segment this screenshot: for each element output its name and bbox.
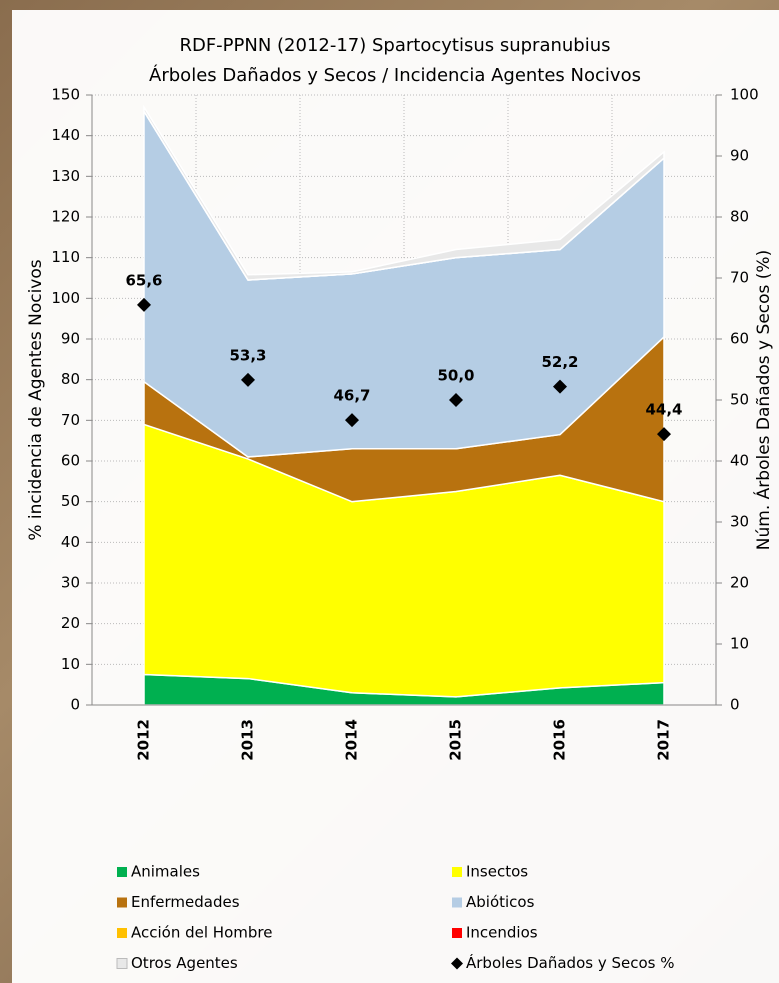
x-tick-label: 2013 [239,719,257,761]
data-label: 52,2 [541,353,578,371]
y2-tick-label: 80 [730,208,749,226]
legend-label: Insectos [466,863,528,881]
y2-tick-label: 90 [730,147,749,165]
y-tick-label: 110 [51,248,80,266]
y-tick-label: 40 [61,533,80,551]
chart-subtitle: Árboles Dañados y Secos / Incidencia Age… [149,64,641,86]
legend-swatch [117,928,127,938]
data-label: 65,6 [125,271,162,289]
marker [553,379,567,394]
y-tick-label: 30 [61,574,80,592]
y2-tick-label: 10 [730,635,749,653]
y-tick-label: 140 [51,126,80,144]
x-tick-label: 2017 [655,719,673,761]
y2-tick-label: 60 [730,330,749,348]
y-tick-label: 10 [61,655,80,673]
y2-tick-label: 50 [730,391,749,409]
legend-label: Árboles Dañados y Secos % [466,953,674,972]
y-tick-label: 120 [51,208,80,226]
y2-tick-label: 100 [730,86,759,104]
x-tick-label: 2012 [135,719,153,761]
y-tick-label: 150 [51,86,80,104]
legend-label: Incendios [466,924,538,942]
y-tick-label: 70 [61,411,80,429]
legend-label: Abióticos [466,893,535,911]
x-tick-label: 2014 [343,719,361,761]
data-label: 44,4 [645,401,682,419]
legend-swatch [452,867,462,877]
y2-tick-label: 0 [730,696,740,714]
data-label: 50,0 [437,367,474,385]
y2-tick-label: 30 [730,513,749,531]
y-tick-label: 50 [61,492,80,510]
y-tick-label: 130 [51,167,80,185]
y-tick-label: 90 [61,330,80,348]
y-tick-label: 80 [61,370,80,388]
x-tick-label: 2015 [447,719,465,761]
legend-label: Animales [131,863,200,881]
marker [657,427,671,442]
y2-tick-label: 40 [730,452,749,470]
y-tick-label: 60 [61,452,80,470]
legend-swatch [452,928,462,938]
area [143,104,665,281]
marker [241,372,255,387]
y2-axis-title: Núm. Árboles Dañados y Secos (%) [752,250,774,550]
y-tick-label: 20 [61,614,80,632]
legend-swatch [116,958,128,969]
chart-title: RDF-PPNN (2012-17) Spartocytisus supranu… [179,35,610,56]
legend-swatch [117,867,127,877]
y2-tick-label: 20 [730,574,749,592]
y2-tick-label: 70 [730,269,749,287]
legend-swatch [117,897,127,908]
marker [345,413,359,428]
legend-label: Enfermedades [131,893,240,911]
y-tick-label: 0 [70,696,80,714]
legend-swatch [452,897,462,908]
y-tick-label: 100 [51,289,80,307]
legend-label: Acción del Hombre [131,924,272,942]
legend-marker [451,957,463,970]
data-label: 53,3 [229,346,266,364]
marker [449,393,463,407]
marker [137,297,151,312]
x-tick-label: 2016 [551,719,569,761]
y-axis-title: % incidencia de Agentes Nocivos [26,259,46,540]
legend-label: Otros Agentes [131,954,238,972]
data-label: 46,7 [333,387,370,405]
